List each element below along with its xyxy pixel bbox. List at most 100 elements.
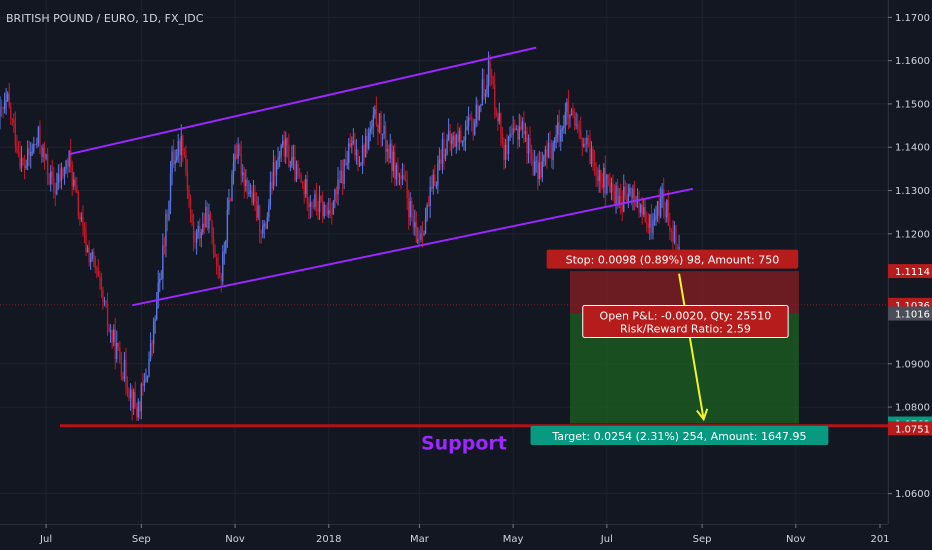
candle-body: [123, 359, 126, 380]
time-tick-label: Sep: [693, 534, 712, 545]
candle-body: [501, 133, 504, 144]
candle-body: [301, 182, 304, 184]
candle-body: [191, 212, 193, 222]
candle-body: [434, 174, 436, 186]
candle-body: [16, 146, 18, 152]
candle-body: [374, 109, 376, 115]
candle-body: [325, 204, 327, 208]
candle-body: [306, 179, 308, 205]
candle-body: [627, 193, 630, 202]
candle-body: [326, 207, 328, 215]
candle-body: [217, 265, 219, 267]
candle-body: [440, 159, 442, 164]
candle-body: [547, 142, 550, 158]
candle-body: [460, 130, 462, 143]
candle-body: [444, 153, 447, 159]
support-label: Support: [421, 433, 507, 455]
candle-body: [105, 300, 107, 305]
candle-body: [398, 175, 401, 177]
candle-body: [406, 180, 408, 199]
candle-body: [254, 192, 256, 202]
time-tick-label: Sep: [132, 534, 151, 545]
candle-body: [414, 222, 416, 228]
candle-body: [644, 207, 646, 223]
channel-lower-line[interactable]: [131, 187, 694, 307]
candle-body: [172, 151, 175, 164]
candle-body: [125, 359, 127, 386]
candle-body: [669, 225, 671, 231]
candle-body: [51, 171, 53, 178]
time-axis[interactable]: Jul Sep Nov 2018 Mar May Jul Sep Nov 201: [0, 524, 890, 545]
candle-body: [252, 192, 255, 203]
candle-body: [666, 200, 668, 218]
candle-body: [664, 209, 666, 218]
candle-body: [59, 173, 61, 182]
price-tick-label: 1.0900: [895, 359, 930, 370]
candle-body: [96, 268, 98, 270]
candle-body: [145, 379, 147, 381]
candle-body: [560, 129, 562, 142]
candle-body: [355, 149, 358, 156]
candle-body: [53, 177, 55, 192]
candle-body: [48, 175, 50, 185]
candle-body: [415, 222, 418, 243]
candle-body: [268, 205, 270, 218]
candle-body: [331, 213, 333, 215]
candle-body: [672, 231, 674, 242]
candle-body: [106, 304, 109, 327]
candle-body: [209, 214, 212, 221]
channel-upper-line[interactable]: [68, 46, 537, 156]
candle-body: [527, 138, 530, 154]
candle-body: [529, 138, 531, 153]
candle-body: [77, 192, 80, 216]
candle-body: [407, 198, 410, 218]
chart-title: BRITISH POUND / EURO, 1D, FX_IDC: [6, 12, 204, 25]
candle-body: [475, 104, 477, 124]
candle-body: [343, 159, 345, 184]
time-tick-label: 2018: [316, 534, 341, 545]
candle-body: [315, 194, 318, 208]
candle-body: [248, 192, 250, 195]
candle-body: [487, 61, 490, 86]
candle-body: [601, 184, 603, 188]
candle-body: [661, 188, 663, 199]
candle-body: [39, 126, 41, 147]
candle-body: [238, 144, 241, 154]
candle-body: [122, 376, 124, 380]
candle-body: [195, 232, 198, 243]
candle-body: [500, 113, 502, 134]
time-tick-label: Jul: [39, 534, 52, 545]
candle-body: [351, 142, 353, 147]
candle-body: [63, 168, 66, 177]
candle-body: [206, 206, 209, 229]
price-badge: [888, 264, 932, 279]
candle-body: [251, 190, 253, 203]
candle-body: [540, 162, 542, 178]
stop-label-box: [546, 249, 799, 269]
candle-body: [292, 157, 295, 159]
candle-body: [157, 283, 159, 302]
candle-body: [670, 230, 673, 232]
candle-body: [294, 157, 296, 181]
candle-body: [610, 183, 613, 193]
candle-body: [188, 189, 190, 199]
candle-body: [183, 151, 186, 156]
target-label-text: Target: 0.0254 (2.31%) 254, Amount: 1647…: [551, 430, 806, 443]
candle-body: [586, 137, 588, 145]
candle-body: [334, 189, 336, 201]
pnl-label-box: [582, 305, 789, 339]
candle-body: [607, 174, 610, 178]
candle-body: [28, 148, 30, 156]
candle-body: [427, 204, 430, 206]
candle-body: [137, 401, 139, 418]
candle-body: [480, 105, 482, 107]
candle-body: [11, 118, 13, 120]
candle-body: [340, 170, 342, 184]
candle-body: [272, 161, 275, 189]
price-axis[interactable]: 1.1700 1.1600 1.1500 1.1400 1.1300 1.1200 1.09…: [888, 0, 932, 550]
candle-body: [291, 157, 293, 166]
candle-body: [57, 173, 60, 184]
candle-body: [563, 125, 565, 129]
candle-body: [394, 151, 396, 180]
candle-body: [389, 143, 391, 159]
